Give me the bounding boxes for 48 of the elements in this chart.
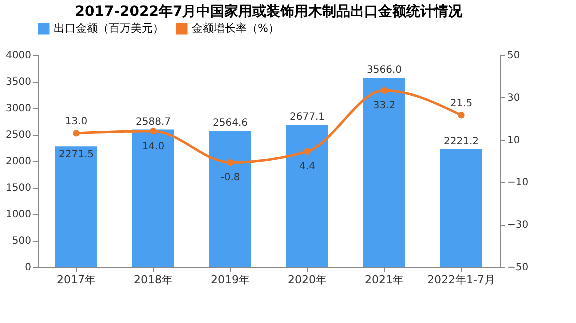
data-label: 2221.2 [444, 136, 479, 148]
y-tick-label: 0 [25, 262, 32, 274]
bar [56, 146, 98, 267]
y-tick-label: 1500 [6, 183, 32, 194]
y-tick-label: 3500 [6, 77, 32, 88]
point [458, 112, 465, 119]
y2-tick-label: 30 [508, 92, 520, 104]
data-label: 13.0 [65, 116, 88, 128]
data-label: 4.4 [300, 162, 316, 173]
y2-tick-label: −10 [508, 178, 529, 189]
data-label: 2677.1 [290, 112, 325, 124]
chart-title: 2017-2022年7月中国家用或装饰用木制品出口金额统计情况 [75, 3, 464, 20]
legend-label: 出口金额（百万美元） [54, 22, 164, 35]
x-tick-label: 2018年 [134, 274, 173, 286]
y2-tick-label: −30 [508, 220, 529, 232]
y-tick-label: 4000 [6, 50, 32, 62]
bar [440, 149, 482, 267]
legend-label: 金额增长率（%） [192, 22, 280, 35]
point [227, 159, 234, 166]
data-label: 2271.5 [59, 150, 94, 161]
y-tick-label: 500 [12, 236, 32, 247]
y-tick-label: 2500 [6, 130, 32, 141]
y2-tick-label: 10 [508, 135, 520, 146]
x-tick-label: 2019年 [211, 274, 250, 286]
bar [132, 130, 174, 267]
x-tick-label: 2017年 [57, 274, 96, 286]
point [304, 148, 311, 156]
data-label: 14.0 [142, 141, 165, 152]
y2-tick-label: −50 [508, 262, 529, 274]
data-label: 33.2 [373, 100, 396, 112]
data-label: -0.8 [220, 172, 240, 184]
x-tick-label: 2022年1-7月 [428, 274, 496, 286]
data-label: 2588.7 [136, 116, 171, 128]
x-tick-label: 2020年 [288, 274, 327, 286]
point [150, 128, 157, 135]
bar [364, 78, 406, 267]
data-label: 3566.0 [367, 65, 402, 76]
y-tick-label: 1000 [6, 210, 32, 220]
data-label: 21.5 [450, 98, 473, 110]
data-label: 2564.6 [213, 118, 248, 130]
y2-tick-label: 50 [508, 50, 520, 62]
point [381, 87, 388, 94]
point [73, 130, 80, 137]
bar [286, 125, 328, 267]
x-tick-label: 2021年 [365, 274, 404, 286]
bar [210, 131, 252, 267]
y-tick-label: 2000 [6, 156, 32, 168]
y-tick-label: 3000 [6, 104, 32, 114]
